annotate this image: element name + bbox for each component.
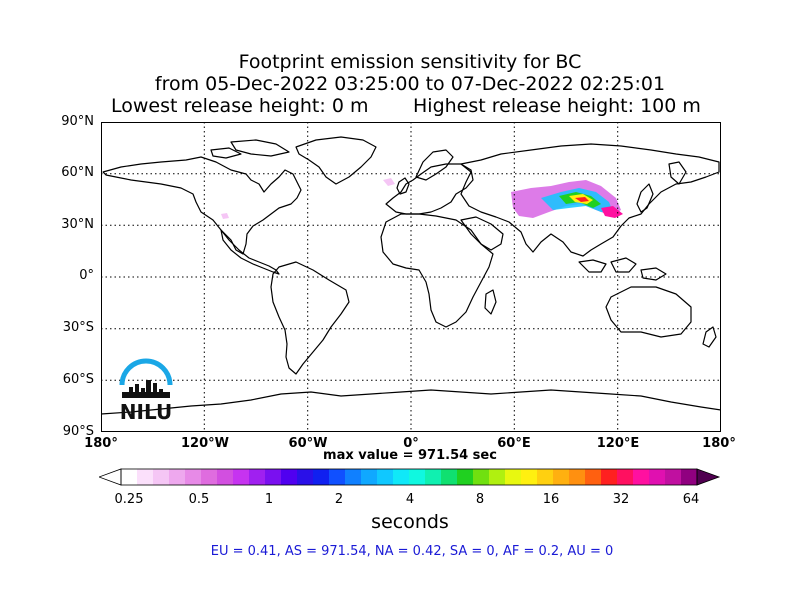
- colorbar-cell: [409, 469, 426, 485]
- colorbar-cell: [441, 469, 458, 485]
- colorbar-unit-label: seconds: [371, 511, 449, 533]
- colorbar-tick: 1: [264, 492, 274, 507]
- colorbar-cells: [121, 469, 698, 485]
- colorbar-tick: 32: [612, 492, 630, 507]
- lat-label: 30°N: [61, 217, 94, 232]
- colorbar-cell: [585, 469, 602, 485]
- lat-label: 90°N: [61, 114, 94, 129]
- colorbar-cell: [201, 469, 218, 485]
- colorbar-cell: [553, 469, 570, 485]
- lat-label: 30°S: [62, 320, 94, 335]
- colorbar-tick: 64: [682, 492, 700, 507]
- colorbar-cell: [137, 469, 154, 485]
- colorbar-cell: [633, 469, 650, 485]
- colorbar-cell: [489, 469, 506, 485]
- lat-label: 90°S: [62, 424, 94, 439]
- colorbar-cell: [425, 469, 442, 485]
- colorbar-cell: [313, 469, 330, 485]
- colorbar-cell: [121, 469, 138, 485]
- colorbar-cell: [153, 469, 170, 485]
- colorbar-cell: [665, 469, 682, 485]
- lon-label: 180°: [84, 436, 118, 451]
- world-map: [101, 122, 721, 432]
- colorbar-cell: [361, 469, 378, 485]
- colorbar-cell: [233, 469, 250, 485]
- colorbar-min-arrow: [99, 468, 122, 486]
- colorbar-cell: [649, 469, 666, 485]
- colorbar-tick: 0.25: [114, 492, 144, 507]
- nilu-logo-text: NILU: [120, 400, 172, 422]
- colorbar-cell: [617, 469, 634, 485]
- colorbar-cell: [377, 469, 394, 485]
- lat-label: 60°S: [62, 372, 94, 387]
- lat-label: 60°N: [61, 165, 94, 180]
- colorbar-cell: [601, 469, 618, 485]
- title-line-2: from 05-Dec-2022 03:25:00 to 07-Dec-2022…: [154, 73, 666, 95]
- colorbar-cell: [265, 469, 282, 485]
- colorbar-cell: [297, 469, 314, 485]
- colorbar-cell: [249, 469, 266, 485]
- nilu-logo-icon: NILU: [119, 358, 173, 422]
- colorbar-cell: [537, 469, 554, 485]
- footprint-plume: [221, 178, 623, 219]
- regional-values: EU = 0.41, AS = 971.54, NA = 0.42, SA = …: [210, 544, 614, 559]
- colorbar: [99, 468, 721, 486]
- colorbar-max-arrow: [696, 468, 721, 486]
- lon-label: 60°E: [497, 436, 531, 451]
- colorbar-tick: 2: [334, 492, 344, 507]
- colorbar-cell: [521, 469, 538, 485]
- lon-label: 60°W: [288, 436, 328, 451]
- coastlines: [101, 136, 721, 415]
- colorbar-tick: 16: [542, 492, 560, 507]
- colorbar-tick: 4: [405, 492, 415, 507]
- colorbar-cell: [329, 469, 346, 485]
- colorbar-cell: [169, 469, 186, 485]
- lon-label: 0°: [403, 436, 419, 451]
- colorbar-cell: [217, 469, 234, 485]
- colorbar-cell: [345, 469, 362, 485]
- lon-label: 120°E: [596, 436, 640, 451]
- title-highest-height: Highest release height: 100 m: [413, 95, 701, 117]
- colorbar-tick: 0.5: [188, 492, 210, 507]
- colorbar-cell: [281, 469, 298, 485]
- colorbar-cell: [185, 469, 202, 485]
- map-frame: [101, 122, 721, 432]
- colorbar-cell: [569, 469, 586, 485]
- colorbar-cell: [393, 469, 410, 485]
- lon-label: 180°: [702, 436, 736, 451]
- colorbar-cell: [681, 469, 698, 485]
- colorbar-frame: [120, 468, 698, 486]
- colorbar-cell: [457, 469, 474, 485]
- max-value-label: max value = 971.54 sec: [323, 448, 497, 463]
- title-line-1: Footprint emission sensitivity for BC: [238, 51, 582, 73]
- lon-label: 120°W: [181, 436, 229, 451]
- colorbar-cell: [505, 469, 522, 485]
- colorbar-tick: 8: [475, 492, 485, 507]
- title-lowest-height: Lowest release height: 0 m: [111, 95, 369, 117]
- lat-label: 0°: [79, 268, 94, 283]
- colorbar-cell: [473, 469, 490, 485]
